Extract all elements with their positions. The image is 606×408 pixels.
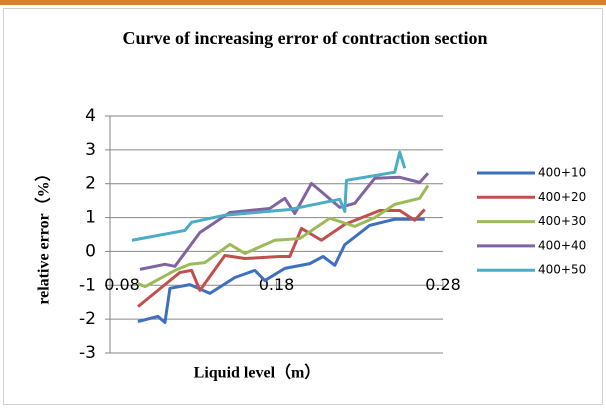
x-tick-label: 0.08 — [104, 275, 140, 294]
top-strip — [0, 0, 606, 5]
x-axis-label: Liquid level（m） — [194, 364, 321, 382]
y-tick-label: 0 — [85, 241, 96, 261]
y-tick-label: 2 — [85, 174, 96, 194]
y-tick-label: -1 — [79, 275, 96, 295]
legend-label: 400+10 — [538, 166, 586, 180]
series-line — [137, 217, 425, 325]
series-line — [137, 184, 430, 289]
y-tick-label: 4 — [85, 106, 96, 126]
y-tick-label: 1 — [85, 208, 96, 228]
legend-label: 400+40 — [538, 238, 586, 252]
series-line — [137, 208, 426, 308]
legend-label: 400+20 — [538, 190, 586, 204]
series-line — [131, 150, 407, 242]
legend-label: 400+30 — [538, 214, 586, 228]
y-axis-label: relative error（%） — [35, 165, 53, 304]
legend-label: 400+50 — [538, 263, 586, 277]
chart-title: Curve of increasing error of contraction… — [123, 28, 488, 48]
y-tick-label: -3 — [79, 343, 96, 363]
y-tick-label: 3 — [85, 140, 96, 160]
y-tick-label: -2 — [79, 309, 96, 329]
x-tick-label: 0.28 — [425, 275, 461, 294]
series-line — [139, 172, 430, 271]
